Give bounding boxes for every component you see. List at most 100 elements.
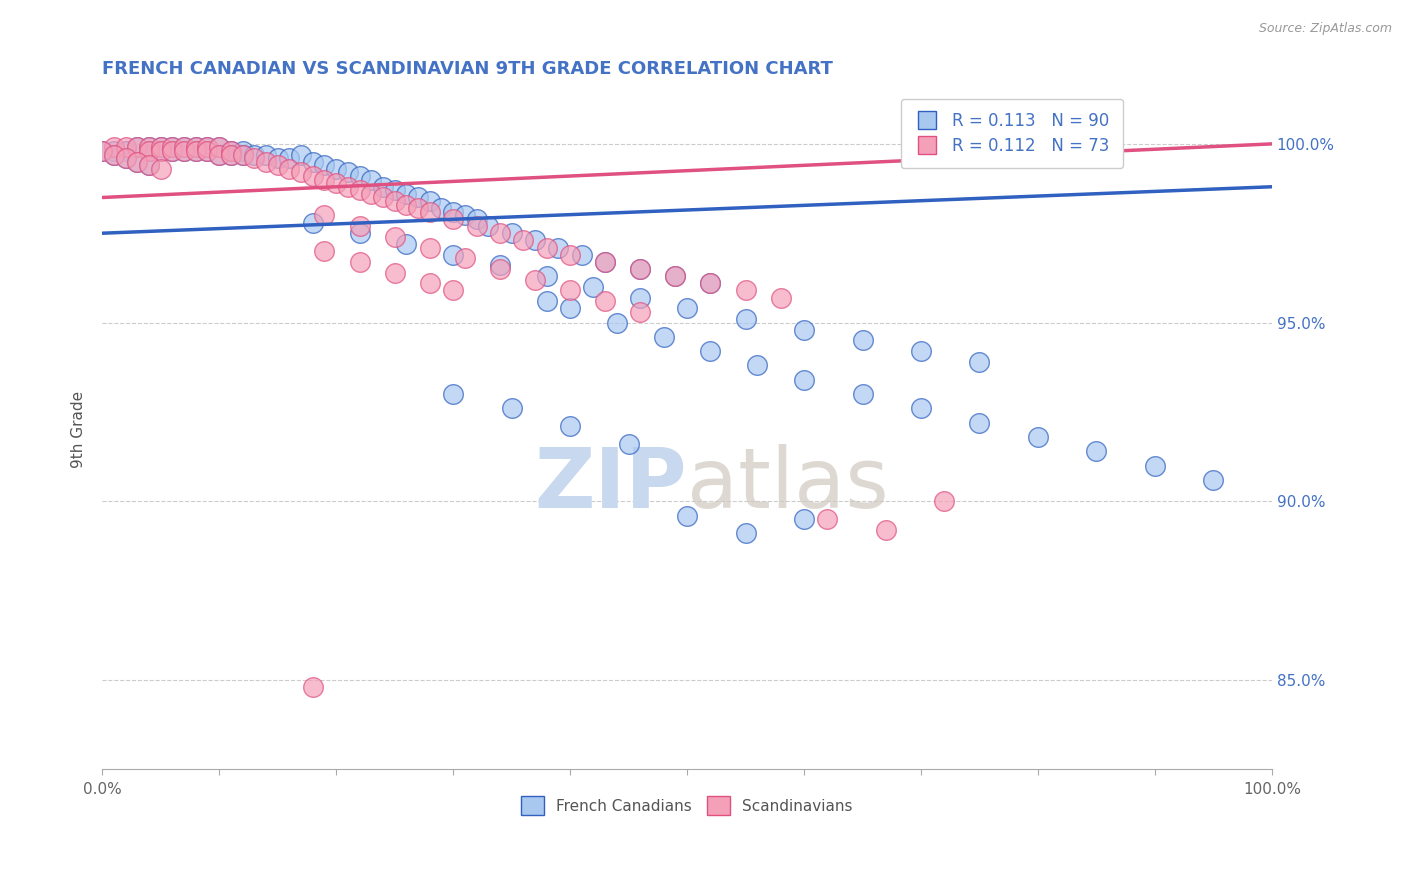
Point bbox=[441, 247, 464, 261]
Point bbox=[103, 140, 125, 154]
Point bbox=[676, 508, 699, 523]
Point bbox=[793, 373, 815, 387]
Point bbox=[314, 244, 336, 258]
Point bbox=[489, 262, 512, 277]
Point bbox=[441, 211, 464, 226]
Point bbox=[197, 144, 219, 158]
Point bbox=[699, 277, 721, 291]
Point bbox=[243, 147, 266, 161]
Point bbox=[138, 140, 160, 154]
Point bbox=[336, 179, 359, 194]
Point bbox=[419, 194, 441, 208]
Point bbox=[1026, 430, 1049, 444]
Point bbox=[1085, 444, 1108, 458]
Point bbox=[395, 197, 418, 211]
Point bbox=[208, 147, 231, 161]
Point bbox=[103, 147, 125, 161]
Point bbox=[454, 252, 477, 266]
Point bbox=[628, 262, 651, 277]
Point bbox=[465, 211, 488, 226]
Point bbox=[149, 144, 172, 158]
Point bbox=[512, 233, 534, 247]
Point bbox=[793, 512, 815, 526]
Point bbox=[734, 284, 756, 298]
Point bbox=[395, 236, 418, 251]
Point bbox=[173, 144, 195, 158]
Point bbox=[336, 165, 359, 179]
Point bbox=[664, 269, 686, 284]
Point bbox=[371, 179, 394, 194]
Point bbox=[371, 190, 394, 204]
Point bbox=[769, 291, 792, 305]
Point bbox=[114, 144, 136, 158]
Point bbox=[349, 255, 371, 269]
Point bbox=[138, 158, 160, 172]
Point bbox=[969, 355, 991, 369]
Point bbox=[103, 147, 125, 161]
Point bbox=[173, 144, 195, 158]
Point bbox=[734, 312, 756, 326]
Point bbox=[243, 151, 266, 165]
Point bbox=[254, 154, 277, 169]
Point bbox=[325, 176, 347, 190]
Point bbox=[360, 186, 382, 201]
Point bbox=[208, 140, 231, 154]
Point bbox=[969, 416, 991, 430]
Point bbox=[162, 144, 184, 158]
Point bbox=[91, 144, 114, 158]
Point bbox=[266, 158, 288, 172]
Point bbox=[793, 323, 815, 337]
Point bbox=[593, 294, 616, 309]
Point bbox=[406, 201, 429, 215]
Point bbox=[454, 208, 477, 222]
Point bbox=[290, 147, 312, 161]
Point bbox=[138, 158, 160, 172]
Point bbox=[349, 183, 371, 197]
Point bbox=[184, 144, 207, 158]
Point bbox=[558, 301, 581, 316]
Point bbox=[536, 294, 558, 309]
Point bbox=[138, 144, 160, 158]
Point bbox=[278, 151, 301, 165]
Point bbox=[934, 494, 956, 508]
Point bbox=[266, 151, 288, 165]
Point bbox=[617, 437, 640, 451]
Point bbox=[127, 140, 149, 154]
Point bbox=[127, 154, 149, 169]
Point bbox=[593, 255, 616, 269]
Point bbox=[628, 262, 651, 277]
Point bbox=[208, 147, 231, 161]
Y-axis label: 9th Grade: 9th Grade bbox=[72, 392, 86, 468]
Point bbox=[593, 255, 616, 269]
Point bbox=[162, 140, 184, 154]
Point bbox=[606, 316, 628, 330]
Point bbox=[851, 387, 873, 401]
Point bbox=[430, 201, 453, 215]
Point bbox=[301, 215, 323, 229]
Text: ZIP: ZIP bbox=[534, 443, 688, 524]
Point bbox=[1202, 473, 1225, 487]
Point bbox=[384, 183, 406, 197]
Point bbox=[699, 277, 721, 291]
Point bbox=[149, 161, 172, 176]
Point bbox=[91, 144, 114, 158]
Point bbox=[406, 190, 429, 204]
Point bbox=[910, 344, 932, 359]
Point bbox=[734, 526, 756, 541]
Legend: French Canadians, Scandinavians: French Canadians, Scandinavians bbox=[513, 789, 860, 822]
Point bbox=[676, 301, 699, 316]
Text: Source: ZipAtlas.com: Source: ZipAtlas.com bbox=[1258, 22, 1392, 36]
Point bbox=[1143, 458, 1166, 473]
Point bbox=[349, 226, 371, 240]
Point bbox=[489, 259, 512, 273]
Point bbox=[349, 169, 371, 183]
Point bbox=[571, 247, 593, 261]
Point bbox=[384, 229, 406, 244]
Point bbox=[419, 240, 441, 254]
Point bbox=[441, 387, 464, 401]
Point bbox=[149, 140, 172, 154]
Point bbox=[219, 144, 242, 158]
Point bbox=[747, 359, 769, 373]
Point bbox=[558, 247, 581, 261]
Point bbox=[524, 273, 547, 287]
